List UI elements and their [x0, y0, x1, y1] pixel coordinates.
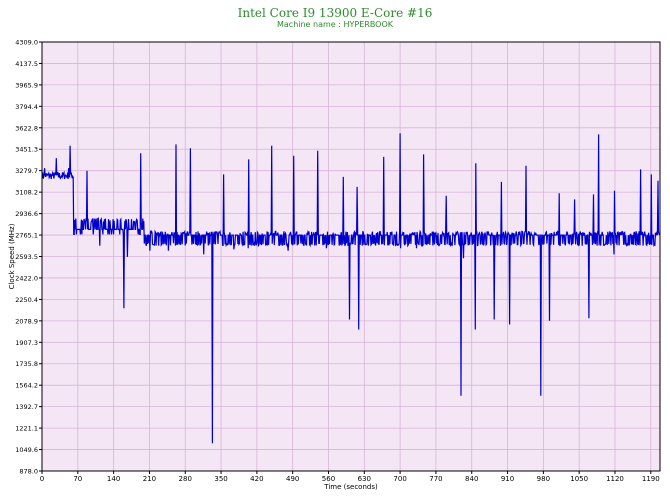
x-tick-label: 490 [286, 475, 299, 483]
y-tick-label: 2936.6 [15, 210, 38, 218]
x-tick-label: 350 [214, 475, 227, 483]
y-tick-label: 1907.3 [15, 339, 38, 347]
y-tick-label: 3108.2 [15, 189, 38, 197]
x-tick-label: 210 [143, 475, 156, 483]
x-tick-label: 1120 [606, 475, 624, 483]
y-tick-label: 3279.7 [15, 167, 38, 175]
x-tick-label: 910 [501, 475, 514, 483]
y-axis-label: Clock Speed (MHz) [8, 223, 16, 289]
x-axis-label: Time (seconds) [323, 483, 378, 491]
y-tick-label: 3965.9 [15, 81, 38, 89]
x-tick-label: 280 [179, 475, 192, 483]
y-tick-label: 1564.2 [15, 382, 38, 390]
x-tick-label: 770 [429, 475, 442, 483]
y-tick-label: 1392.7 [15, 403, 38, 411]
y-tick-label: 1221.1 [15, 425, 38, 433]
x-axis-ticks: 0 70 140 210 280 350 420 490 560 630 700 770 840 910 9… [40, 471, 660, 483]
x-tick-label: 980 [537, 475, 550, 483]
x-tick-label: 0 [40, 475, 44, 483]
y-tick-label: 3451.3 [15, 146, 38, 154]
y-tick-label: 2250.4 [15, 296, 38, 304]
y-tick-label: 4309.0 [15, 39, 38, 47]
grid [41, 41, 660, 472]
y-tick-label: 3794.4 [15, 103, 38, 111]
x-tick-label: 140 [107, 475, 120, 483]
y-tick-label: 4137.5 [15, 60, 38, 68]
y-tick-label: 2422.0 [15, 274, 38, 282]
x-tick-label: 630 [358, 475, 371, 483]
x-tick-label: 840 [465, 475, 478, 483]
x-tick-label: 70 [73, 475, 82, 483]
plot-border [41, 41, 661, 472]
chart-title: Intel Core I9 13900 E-Core #16 [237, 6, 433, 20]
x-tick-label: 1050 [570, 475, 588, 483]
x-tick-label: 700 [393, 475, 406, 483]
y-tick-label: 1735.8 [15, 360, 38, 368]
y-tick-label: 2593.5 [15, 253, 38, 261]
y-tick-label: 2765.1 [15, 232, 38, 240]
y-axis-ticks: 4309.0 4137.5 3965.9 3794.4 3622.8 3451.3 3279… [15, 39, 42, 476]
x-tick-label: 560 [322, 475, 335, 483]
clock-speed-series-line [41, 133, 661, 444]
x-tick-label: 420 [250, 475, 263, 483]
chart-subtitle: Machine name : HYPERBOOK [276, 20, 394, 29]
x-tick-label: 1190 [642, 475, 660, 483]
y-tick-label: 3622.8 [15, 124, 38, 132]
y-tick-label: 1049.6 [15, 446, 38, 454]
y-tick-label: 878.0 [19, 468, 38, 476]
y-tick-label: 2078.9 [15, 317, 38, 325]
